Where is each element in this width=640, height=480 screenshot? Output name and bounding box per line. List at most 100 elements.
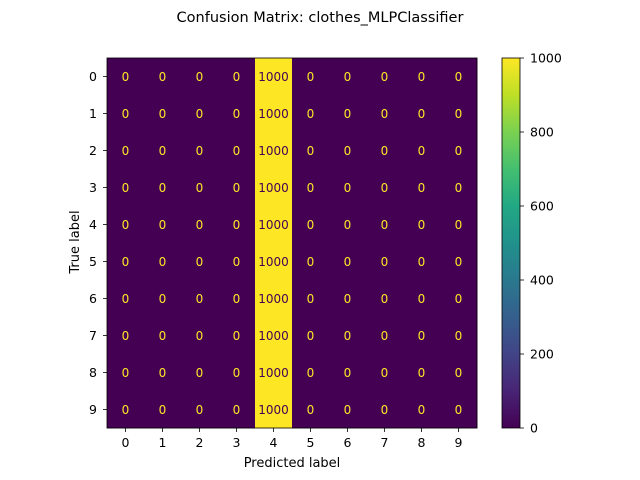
cell-label-8-5: 0: [307, 366, 315, 380]
cell-3-4: [255, 169, 293, 207]
cell-2-2: [181, 132, 219, 170]
colorbar-tick-label-0: 0: [530, 421, 538, 436]
cell-label-2-7: 0: [381, 144, 389, 158]
cell-0-0: [107, 58, 145, 96]
cell-label-1-8: 0: [418, 107, 426, 121]
cell-7-3: [218, 317, 256, 355]
cell-9-9: [440, 391, 478, 429]
cell-label-9-1: 0: [159, 403, 167, 417]
cell-label-7-9: 0: [455, 329, 463, 343]
cell-label-2-6: 0: [344, 144, 352, 158]
cell-7-1: [144, 317, 182, 355]
y-tick-label-9: 9: [89, 402, 97, 417]
cell-1-9: [440, 95, 478, 133]
cell-2-4: [255, 132, 293, 170]
cell-label-0-6: 0: [344, 70, 352, 84]
x-tick-label-1: 1: [159, 435, 167, 450]
cell-label-5-4: 1000: [258, 255, 289, 269]
cell-7-8: [403, 317, 441, 355]
y-axis-label: True label: [68, 210, 83, 274]
cell-label-5-9: 0: [455, 255, 463, 269]
cell-label-9-2: 0: [196, 403, 204, 417]
cell-9-4: [255, 391, 293, 429]
cell-label-3-6: 0: [344, 181, 352, 195]
cell-1-0: [107, 95, 145, 133]
colorbar-scale: [501, 57, 521, 429]
cell-9-3: [218, 391, 256, 429]
cell-1-2: [181, 95, 219, 133]
cell-5-7: [366, 243, 404, 281]
cell-label-5-8: 0: [418, 255, 426, 269]
cell-4-9: [440, 206, 478, 244]
cell-label-8-0: 0: [122, 366, 130, 380]
x-tick-label-2: 2: [196, 435, 204, 450]
cell-label-5-6: 0: [344, 255, 352, 269]
cell-9-7: [366, 391, 404, 429]
cell-1-8: [403, 95, 441, 133]
cell-4-6: [329, 206, 367, 244]
cell-9-1: [144, 391, 182, 429]
cell-3-1: [144, 169, 182, 207]
cell-8-0: [107, 354, 145, 392]
cell-2-3: [218, 132, 256, 170]
cell-6-0: [107, 280, 145, 318]
cell-8-1: [144, 354, 182, 392]
cell-1-1: [144, 95, 182, 133]
cell-6-5: [292, 280, 330, 318]
cell-9-5: [292, 391, 330, 429]
cell-label-9-0: 0: [122, 403, 130, 417]
cell-label-9-9: 0: [455, 403, 463, 417]
cell-3-6: [329, 169, 367, 207]
cell-7-6: [329, 317, 367, 355]
cell-6-8: [403, 280, 441, 318]
cell-2-0: [107, 132, 145, 170]
cell-label-8-4: 1000: [258, 366, 289, 380]
x-axis-label: Predicted label: [244, 456, 341, 471]
cell-0-6: [329, 58, 367, 96]
cell-label-7-2: 0: [196, 329, 204, 343]
cell-2-1: [144, 132, 182, 170]
cell-5-2: [181, 243, 219, 281]
y-tick-label-4: 4: [89, 217, 97, 232]
cell-2-9: [440, 132, 478, 170]
colorbar-tick-label-1000: 1000: [530, 51, 562, 66]
cell-label-7-5: 0: [307, 329, 315, 343]
cell-2-5: [292, 132, 330, 170]
cell-4-8: [403, 206, 441, 244]
cell-1-6: [329, 95, 367, 133]
cell-label-3-1: 0: [159, 181, 167, 195]
cell-2-8: [403, 132, 441, 170]
cell-5-5: [292, 243, 330, 281]
y-tick-label-3: 3: [89, 180, 97, 195]
cell-4-5: [292, 206, 330, 244]
cell-label-4-4: 1000: [258, 218, 289, 232]
y-tick-label-5: 5: [89, 254, 97, 269]
cell-2-7: [366, 132, 404, 170]
cell-label-1-0: 0: [122, 107, 130, 121]
cell-label-6-9: 0: [455, 292, 463, 306]
cell-3-8: [403, 169, 441, 207]
cell-label-4-8: 0: [418, 218, 426, 232]
cell-0-3: [218, 58, 256, 96]
cell-7-7: [366, 317, 404, 355]
cell-8-2: [181, 354, 219, 392]
cell-label-4-3: 0: [233, 218, 241, 232]
cell-7-5: [292, 317, 330, 355]
cell-5-1: [144, 243, 182, 281]
cell-label-9-6: 0: [344, 403, 352, 417]
cell-label-2-0: 0: [122, 144, 130, 158]
cell-label-5-5: 0: [307, 255, 315, 269]
cell-label-3-2: 0: [196, 181, 204, 195]
cell-label-0-7: 0: [381, 70, 389, 84]
x-tick-label-6: 6: [344, 435, 352, 450]
cell-label-9-5: 0: [307, 403, 315, 417]
cell-3-3: [218, 169, 256, 207]
cell-label-4-0: 0: [122, 218, 130, 232]
cell-label-6-8: 0: [418, 292, 426, 306]
cell-label-5-3: 0: [233, 255, 241, 269]
y-tick-label-6: 6: [89, 291, 97, 306]
cell-7-2: [181, 317, 219, 355]
cell-9-6: [329, 391, 367, 429]
cell-0-7: [366, 58, 404, 96]
